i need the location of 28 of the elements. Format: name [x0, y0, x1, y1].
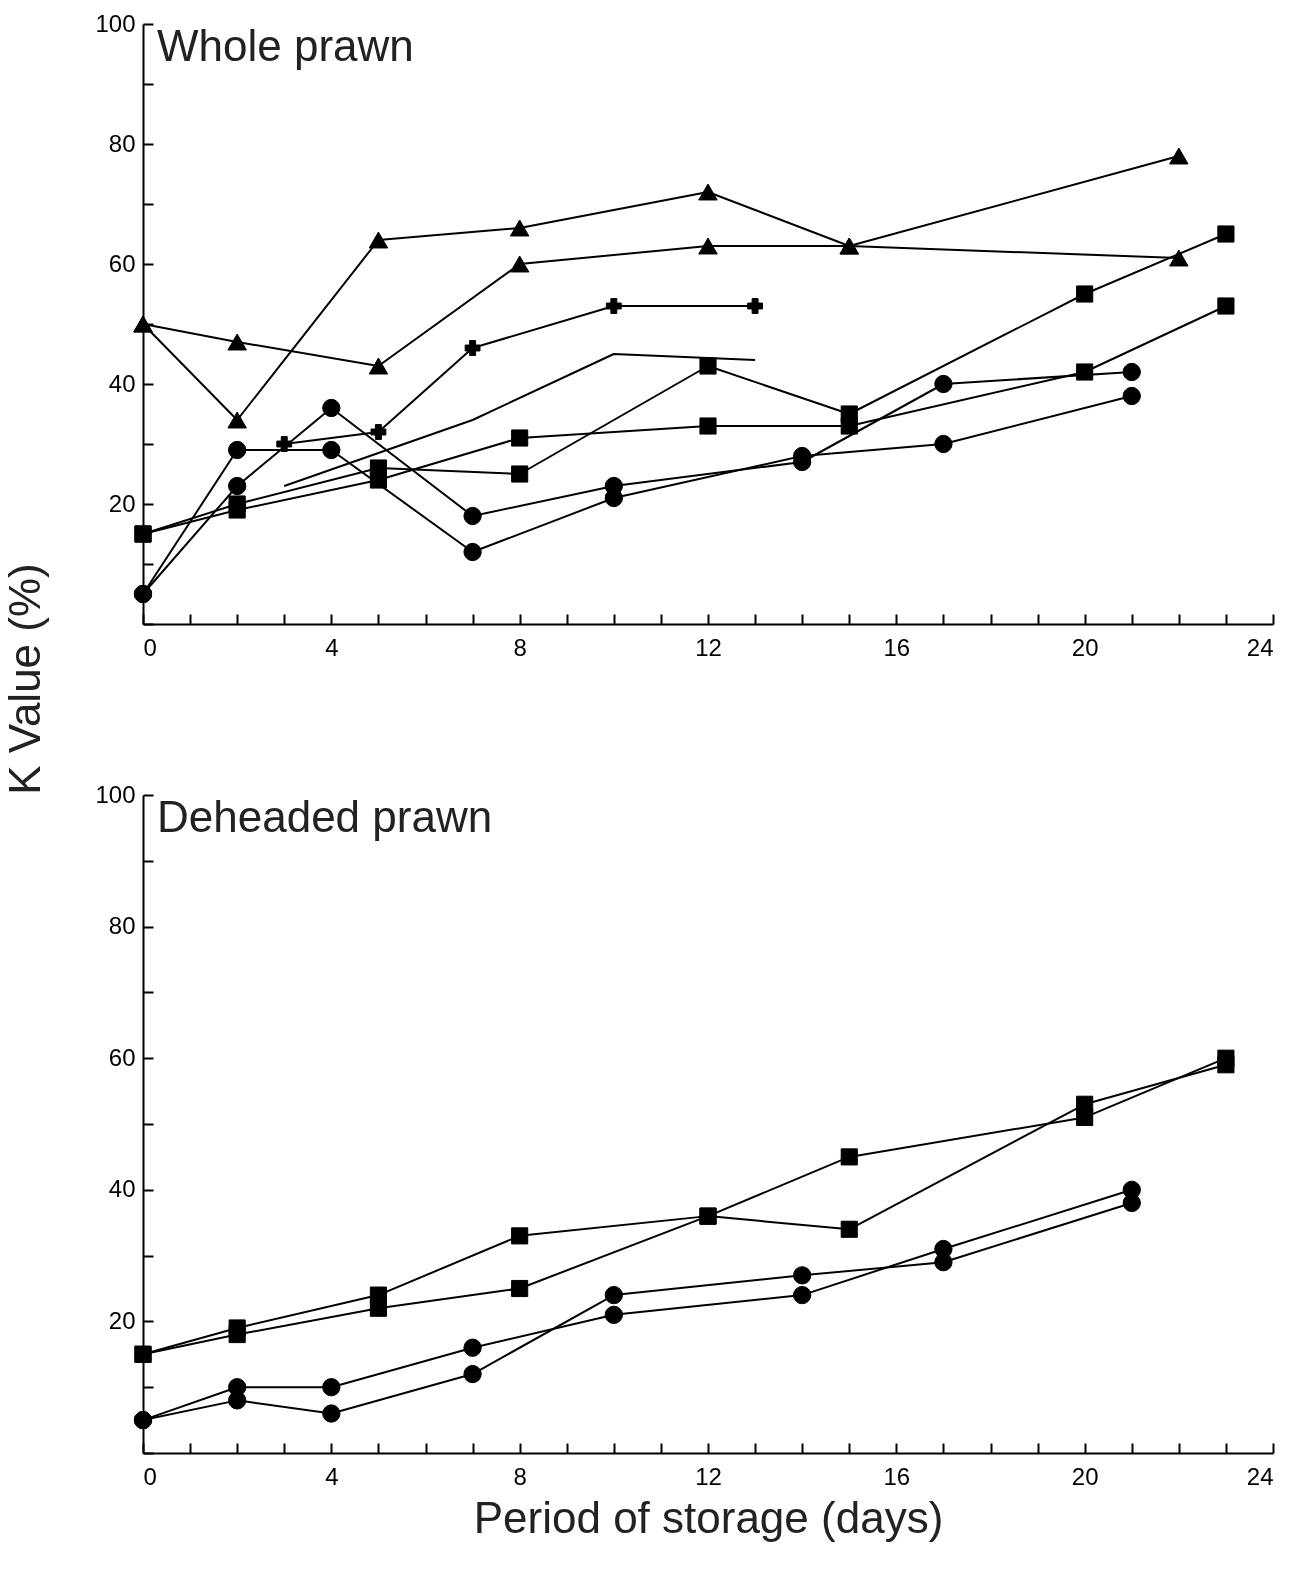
x-axis-title: Period of storage (days)	[473, 1492, 944, 1542]
x-tick-label: 8	[513, 1462, 527, 1490]
x-tick-label: 24	[1246, 1462, 1274, 1490]
x-tick-label: 8	[513, 633, 527, 661]
x-tick-label: 20	[1071, 633, 1099, 661]
x-tick-label: 4	[325, 633, 339, 661]
y-tick-label: 100	[95, 780, 136, 808]
y-tick-label: 80	[108, 129, 136, 157]
chart-title: Deheaded prawn	[157, 792, 493, 841]
y-tick-label: 40	[108, 369, 136, 397]
y-tick-label: 100	[95, 9, 136, 37]
x-tick-label: 24	[1246, 633, 1274, 661]
x-tick-label: 0	[143, 1462, 157, 1490]
x-tick-label: 20	[1071, 1462, 1099, 1490]
chart-title: Whole prawn	[157, 21, 414, 70]
y-tick-label: 60	[108, 249, 136, 277]
x-tick-label: 4	[325, 1462, 339, 1490]
y-tick-label: 20	[108, 1306, 136, 1334]
x-tick-label: 12	[695, 633, 722, 661]
y-tick-label: 80	[108, 912, 136, 940]
y-tick-label: 20	[108, 489, 136, 517]
x-tick-label: 12	[695, 1462, 722, 1490]
y-tick-label: 40	[108, 1175, 136, 1203]
y-tick-label: 60	[108, 1043, 136, 1071]
x-tick-label: 16	[883, 1462, 911, 1490]
x-tick-label: 0	[143, 633, 157, 661]
x-tick-label: 16	[883, 633, 911, 661]
y-axis-title: K Value (%)	[0, 563, 49, 795]
